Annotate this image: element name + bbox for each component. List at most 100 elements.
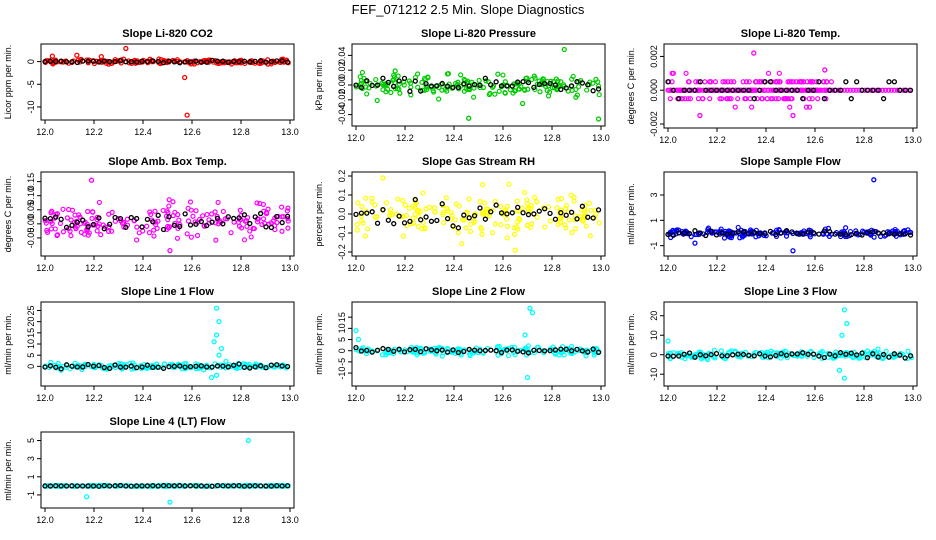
reference-point [63,362,70,368]
reference-point [407,218,413,225]
reference-point [724,87,730,93]
reference-point [391,221,397,227]
reference-point [171,483,178,489]
data-point [358,213,365,219]
reference-point [263,59,269,65]
panel-title: Slope Li-820 Temp. [741,28,840,40]
data-point [687,96,694,102]
reference-point [585,349,591,355]
y-tick-label: -10 [337,367,347,380]
x-tick-label: 12.0 [347,263,365,273]
data-point [725,79,731,85]
reference-point [247,365,253,371]
data-point [187,199,194,205]
data-point [242,218,248,224]
plot-frame [351,301,606,387]
data-point [697,87,703,93]
reference-point [498,349,505,356]
reference-point [257,363,264,369]
data-point [129,366,135,372]
reference-point [902,231,908,237]
data-point [54,232,60,239]
data-point [888,87,895,93]
x-tick-label: 12.6 [806,393,824,403]
reference-point [875,87,881,93]
data-point [237,207,243,213]
data-point [712,79,719,85]
data-point [480,211,486,217]
x-tick-label: 12.6 [183,515,201,525]
data-point [257,200,263,207]
outlier-point [211,339,217,345]
data-point [77,214,83,220]
reference-point [740,351,747,358]
reference-point [187,483,194,489]
reference-point [53,58,59,65]
reference-point [762,231,768,237]
reference-point [263,483,269,489]
reference-point [117,216,124,222]
y-tick-label: 0.1 [337,189,347,202]
data-point [695,79,702,85]
reference-point [525,350,532,356]
x-tick-label: 12.2 [85,515,103,525]
reference-point [703,87,709,93]
reference-point [177,363,183,369]
reference-point [471,81,478,88]
x-tick-label: 12.2 [85,393,103,403]
reference-point [428,218,435,224]
data-point [582,209,588,215]
reference-point [880,230,887,236]
data-point [547,218,553,224]
reference-point [897,87,903,93]
reference-point [112,58,118,65]
reference-point [225,483,231,489]
data-point [366,85,372,91]
reference-point [225,364,231,370]
reference-point [821,354,827,361]
data-point [72,219,78,225]
data-point [563,206,569,212]
reference-point [466,346,472,353]
series-points [42,177,291,254]
reference-point [117,482,124,489]
data-point [791,87,798,93]
reference-point [488,82,494,88]
data-point [42,218,48,224]
reference-point [676,353,682,359]
reference-point [783,228,790,234]
x-tick-label: 12.4 [445,133,463,143]
reference-point [380,345,386,352]
reference-point [225,214,231,220]
reference-point [69,222,75,228]
reference-point [53,483,59,489]
data-point [569,350,575,357]
reference-point [536,81,542,88]
reference-point [547,80,553,87]
reference-point [762,79,768,85]
data-point [421,75,428,82]
outlier-point [519,100,526,107]
data-point [151,233,157,239]
reference-point [96,362,102,369]
reference-point [816,231,822,237]
reference-point [843,231,849,238]
reference-point [837,350,844,356]
reference-point [498,83,505,89]
data-point [265,483,272,489]
reference-point [692,354,698,360]
data-point [487,90,493,96]
reference-point [531,211,537,217]
x-tick-label: 12.8 [855,263,873,273]
reference-point [767,79,774,85]
reference-point [859,232,865,238]
y-tick-label: -0.1 [337,225,347,241]
data-point [776,70,782,76]
outlier-point [836,367,843,373]
reference-point [773,231,779,238]
data-point [453,80,459,86]
data-point [156,56,162,62]
data-point [850,87,856,93]
data-point [824,87,830,93]
outlier-point [216,318,222,325]
